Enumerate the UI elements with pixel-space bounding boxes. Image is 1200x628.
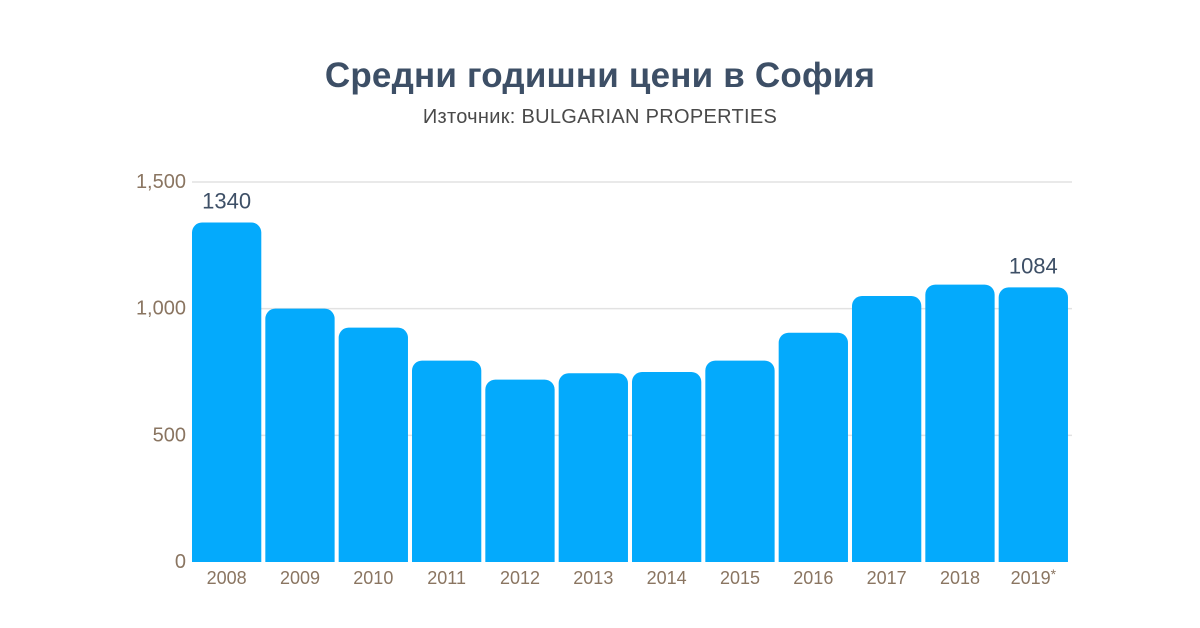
svg-text:2013: 2013 bbox=[573, 568, 613, 588]
svg-text:2016: 2016 bbox=[793, 568, 833, 588]
svg-text:2008: 2008 bbox=[207, 568, 247, 588]
svg-text:2009: 2009 bbox=[280, 568, 320, 588]
svg-text:2015: 2015 bbox=[720, 568, 760, 588]
svg-text:2012: 2012 bbox=[500, 568, 540, 588]
svg-text:2014: 2014 bbox=[647, 568, 687, 588]
svg-text:1,000: 1,000 bbox=[136, 298, 186, 320]
svg-text:2011: 2011 bbox=[427, 568, 466, 588]
svg-text:2019*: 2019* bbox=[1011, 566, 1057, 588]
svg-text:1084: 1084 bbox=[1009, 253, 1058, 278]
svg-text:2018: 2018 bbox=[940, 568, 980, 588]
svg-text:1,500: 1,500 bbox=[136, 171, 186, 193]
svg-text:2010: 2010 bbox=[353, 568, 393, 588]
svg-text:2017: 2017 bbox=[867, 568, 907, 588]
svg-text:500: 500 bbox=[153, 424, 186, 446]
svg-text:0: 0 bbox=[175, 551, 186, 573]
svg-text:1340: 1340 bbox=[202, 189, 251, 214]
